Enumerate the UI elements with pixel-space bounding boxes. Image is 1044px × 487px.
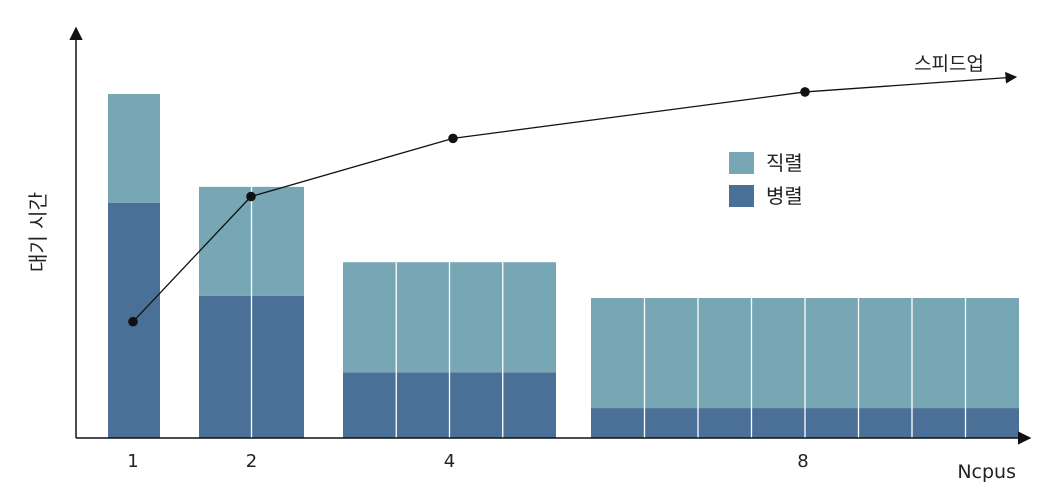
- x-axis-label: Ncpus: [957, 461, 1016, 483]
- y-axis-label: 대기 시간: [26, 192, 50, 272]
- x-tick-label-2: 2: [246, 451, 257, 472]
- x-tick-label-1: 1: [127, 451, 138, 472]
- speedup-point-8: [800, 87, 810, 97]
- x-tick-label-4: 4: [444, 451, 455, 472]
- speedup-point-1: [128, 316, 138, 327]
- legend-label-2: 병렬: [766, 184, 803, 208]
- bar-layer: [108, 94, 1019, 438]
- speedup-point-2: [246, 191, 256, 202]
- speedup-line-layer: 스피드업: [128, 53, 1018, 327]
- legend-swatch-2: [729, 185, 754, 207]
- x-tick-labels: 1 2 4 8: [127, 451, 808, 472]
- bar-serial-1: [108, 94, 160, 203]
- x-tick-label-8: 8: [797, 451, 808, 472]
- speedup-label: 스피드업: [914, 53, 984, 75]
- speedup-point-4: [448, 133, 458, 144]
- legend-swatch-1: [729, 152, 754, 174]
- legend-label-1: 직렬: [766, 151, 803, 175]
